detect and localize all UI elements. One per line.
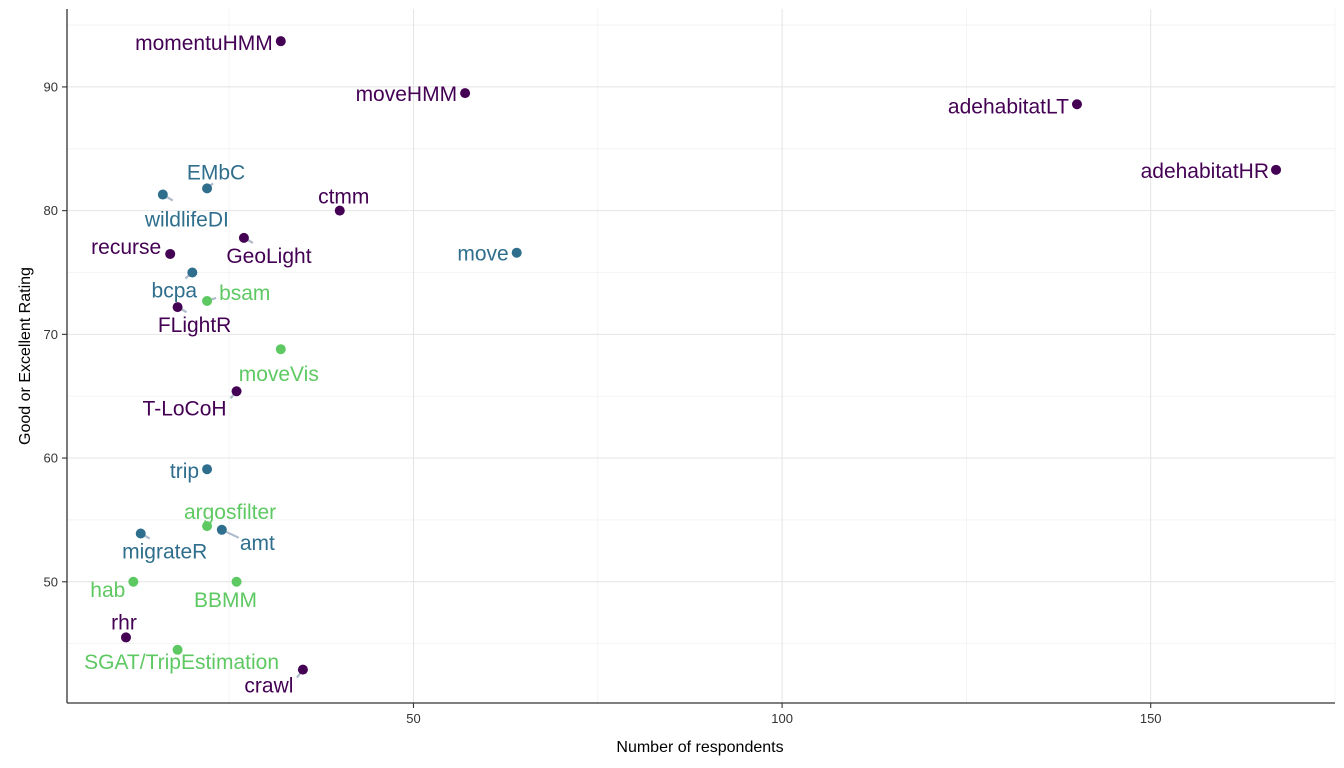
point-label: argosfilter	[184, 501, 276, 524]
point-label: hab	[90, 579, 125, 602]
data-point	[120, 632, 131, 643]
data-point	[135, 528, 146, 539]
point-label: momentuHMM	[135, 32, 273, 55]
data-point	[157, 189, 168, 200]
point-label: T-LoCoH	[143, 397, 227, 420]
point-label: ctmm	[318, 186, 369, 209]
point-label: bcpa	[152, 279, 198, 302]
y-tick-label: 60	[44, 451, 58, 466]
data-point	[275, 344, 286, 355]
y-tick-label: 80	[44, 203, 58, 218]
x-axis-title: Number of respondents	[616, 739, 783, 756]
point-label: recurse	[91, 236, 161, 259]
data-point	[460, 88, 471, 99]
grid	[67, 9, 1336, 703]
point-label: moveHMM	[356, 83, 458, 106]
data-point	[1071, 99, 1082, 110]
point-label: EMbC	[187, 161, 245, 184]
data-point	[1271, 164, 1282, 175]
data-point	[172, 302, 183, 313]
data-point	[172, 644, 183, 655]
data-point	[231, 576, 242, 587]
x-tick-label: 150	[1140, 711, 1162, 726]
point-label: moveVis	[239, 363, 319, 386]
point-label: FLightR	[158, 314, 232, 337]
point-label: rhr	[111, 611, 137, 634]
data-point	[202, 464, 213, 475]
data-point	[165, 248, 176, 259]
data-point	[231, 386, 242, 397]
data-point	[187, 267, 198, 278]
data-point	[297, 664, 308, 675]
point-label: adehabitatLT	[948, 95, 1069, 118]
data-point	[202, 295, 213, 306]
data-point	[511, 247, 522, 258]
data-point	[238, 232, 249, 243]
y-tick-label: 70	[44, 327, 58, 342]
x-tick-label: 100	[771, 711, 793, 726]
y-tick-label: 50	[44, 574, 58, 589]
point-label: wildlifeDI	[144, 209, 229, 232]
point-label: SGAT/TripEstimation	[84, 651, 279, 674]
y-tick-label: 90	[44, 79, 58, 94]
point-label: BBMM	[194, 589, 257, 612]
point-label: GeoLight	[226, 245, 311, 268]
data-point	[334, 205, 345, 216]
data-point	[275, 36, 286, 47]
data-point	[128, 576, 139, 587]
point-label: adehabitatHR	[1141, 160, 1269, 183]
point-label: trip	[170, 460, 199, 483]
point-label: move	[457, 243, 508, 266]
y-axis-title: Good or Excellent Rating	[17, 267, 34, 445]
point-labels: momentuHMM moveHMM adehabitatLT adehabitatH…	[84, 32, 1269, 697]
data-points	[120, 36, 1282, 675]
point-label: crawl	[244, 675, 293, 698]
axes	[66, 9, 1335, 704]
data-point	[216, 524, 227, 535]
point-label: amt	[240, 532, 275, 555]
ticks: 50 100 150 50 60 70 80 90	[44, 79, 1162, 726]
x-tick-label: 50	[406, 711, 420, 726]
point-label: migrateR	[122, 541, 207, 564]
data-point	[202, 521, 213, 532]
data-point	[202, 183, 213, 194]
point-label: bsam	[219, 282, 270, 305]
